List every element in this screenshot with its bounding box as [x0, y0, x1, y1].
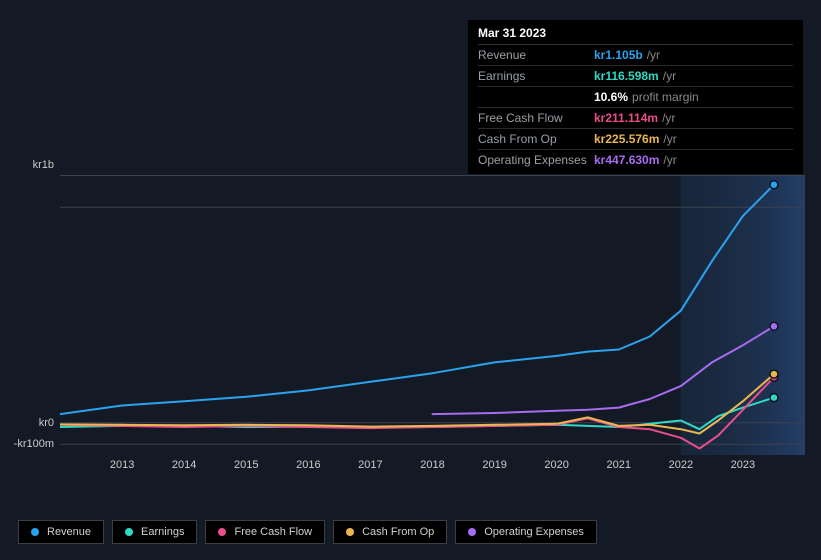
legend-dot [468, 528, 476, 536]
y-axis-label: -kr100m [14, 438, 54, 450]
tooltip-row-label [478, 89, 594, 105]
tooltip-row-suffix: /yr [647, 48, 660, 62]
x-axis-label: 2013 [110, 459, 134, 471]
x-axis-label: 2020 [544, 459, 568, 471]
legend-item[interactable]: Free Cash Flow [205, 520, 325, 544]
series-end-marker[interactable] [770, 370, 778, 378]
tooltip-row-value: kr1.105b [594, 48, 643, 62]
tooltip-row-suffix: /yr [663, 69, 676, 83]
y-axis-label: kr0 [39, 417, 54, 429]
legend-label: Revenue [47, 526, 91, 538]
legend-label: Earnings [141, 526, 184, 538]
tooltip-row-label: Cash From Op [478, 131, 594, 147]
tooltip-row: Operating Expenseskr447.630m/yr [478, 150, 793, 170]
legend-dot [218, 528, 226, 536]
tooltip-row-suffix: /yr [662, 111, 675, 125]
tooltip-row: Free Cash Flowkr211.114m/yr [478, 108, 793, 129]
series-end-marker[interactable] [770, 322, 778, 330]
tooltip-row-label: Free Cash Flow [478, 110, 594, 126]
legend-item[interactable]: Operating Expenses [455, 520, 597, 544]
legend-dot [346, 528, 354, 536]
x-axis-label: 2015 [234, 459, 258, 471]
legend-item[interactable]: Revenue [18, 520, 104, 544]
y-axis: kr1bkr0-kr100m [18, 175, 58, 475]
tooltip-row-label: Operating Expenses [478, 152, 594, 168]
tooltip-row-value: kr225.576m [594, 132, 659, 146]
x-axis-label: 2022 [669, 459, 693, 471]
legend-item[interactable]: Cash From Op [333, 520, 447, 544]
x-axis: 2013 2014 2015 2016 2017 2018 2019 2020 2021 2022… [60, 457, 805, 475]
tooltip-row-value: 10.6% [594, 90, 628, 104]
x-axis-label: 2021 [607, 459, 631, 471]
tooltip-row-label: Revenue [478, 47, 594, 63]
chart-legend: Revenue Earnings Free Cash Flow Cash From O… [18, 520, 597, 544]
chart-tooltip: Mar 31 2023 Revenuekr1.105b/yrEarningskr… [468, 20, 803, 174]
chart-plot[interactable] [60, 175, 805, 455]
legend-label: Operating Expenses [484, 526, 584, 538]
tooltip-row-suffix: /yr [663, 153, 676, 167]
x-axis-label: 2018 [420, 459, 444, 471]
tooltip-row-value: kr447.630m [594, 153, 659, 167]
series-end-marker[interactable] [770, 394, 778, 402]
tooltip-row-suffix: profit margin [632, 90, 699, 104]
legend-item[interactable]: Earnings [112, 520, 197, 544]
x-axis-label: 2019 [482, 459, 506, 471]
tooltip-row: Earningskr116.598m/yr [478, 66, 793, 87]
series-line[interactable] [60, 185, 774, 414]
tooltip-row-value: kr116.598m [594, 69, 659, 83]
legend-dot [125, 528, 133, 536]
tooltip-row: 10.6% profit margin [478, 87, 793, 108]
tooltip-row-suffix: /yr [663, 132, 676, 146]
legend-label: Cash From Op [362, 526, 434, 538]
tooltip-row-value: kr211.114m [594, 111, 658, 125]
x-axis-label: 2023 [731, 459, 755, 471]
legend-dot [31, 528, 39, 536]
legend-label: Free Cash Flow [234, 526, 312, 538]
x-axis-label: 2017 [358, 459, 382, 471]
series-line[interactable] [60, 374, 774, 433]
x-axis-label: 2016 [296, 459, 320, 471]
series-end-marker[interactable] [770, 181, 778, 189]
tooltip-row: Cash From Opkr225.576m/yr [478, 129, 793, 150]
tooltip-date: Mar 31 2023 [478, 26, 793, 45]
x-axis-label: 2014 [172, 459, 196, 471]
tooltip-row-label: Earnings [478, 68, 594, 84]
series-line[interactable] [60, 377, 774, 448]
y-axis-label: kr1b [33, 159, 54, 171]
financials-chart: kr1bkr0-kr100m 2013201420152016201720182… [18, 175, 805, 475]
tooltip-row: Revenuekr1.105b/yr [478, 45, 793, 66]
